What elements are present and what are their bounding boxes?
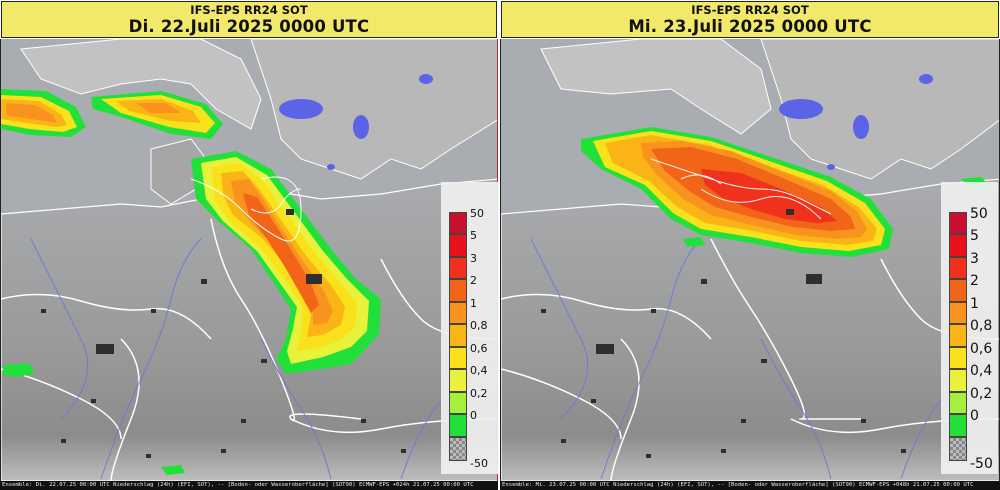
country-borders <box>501 238 999 481</box>
precip-sot-contours <box>581 127 991 257</box>
legend-swatch <box>949 369 967 392</box>
legend-swatch <box>449 414 467 437</box>
lakes <box>279 74 433 170</box>
legend-label: -50 <box>970 456 993 472</box>
legend-label: 2 <box>470 274 477 287</box>
legend-swatch <box>949 212 967 234</box>
coastlines <box>650 158 832 220</box>
legend-label: 3 <box>470 252 477 265</box>
legend-label: 0,6 <box>970 341 993 357</box>
valid-date: Di. 22.Juli 2025 0000 UTC <box>128 17 370 36</box>
coastlines <box>190 176 302 242</box>
sot-color-legend: 50 5 3 2 1 0,8 0,6 0,4 0,2 0 -50 <box>441 182 498 474</box>
legend-label: 3 <box>970 251 979 267</box>
panel-header: IFS-EPS RR24 SOT Di. 22.Juli 2025 0000 U… <box>1 1 497 38</box>
lakes <box>779 74 933 170</box>
map-footer-caption: Ensemble: Mi. 23.07.25 00:00 UTC Nieders… <box>500 481 1000 490</box>
legend-swatch <box>449 369 467 392</box>
map-footer-caption: Ensemble: Di. 22.07.25 00:00 UTC Nieders… <box>0 481 498 490</box>
legend-swatch <box>449 279 467 302</box>
legend-label: 5 <box>970 228 979 244</box>
legend-label: 0,4 <box>470 364 488 377</box>
product-title: IFS-EPS RR24 SOT <box>691 3 809 17</box>
valid-date: Mi. 23.Juli 2025 0000 UTC <box>628 17 872 36</box>
sot-color-legend: 50 5 3 2 1 0,8 0,6 0,4 0,2 0 -50 <box>941 182 998 474</box>
land-mainland <box>1 178 497 481</box>
land-sweden <box>250 39 497 180</box>
legend-swatch <box>449 437 467 461</box>
legend-label: 1 <box>470 297 477 310</box>
map-panel-right: IFS-EPS RR24 SOT Mi. 23.Juli 2025 0000 U… <box>500 0 1000 490</box>
legend-swatch <box>449 234 467 257</box>
legend-label: 0,2 <box>970 386 993 402</box>
legend-label: 2 <box>970 273 979 289</box>
legend-label: 0,8 <box>470 319 488 332</box>
legend-swatch <box>949 257 967 279</box>
legend-swatch <box>449 324 467 347</box>
forecast-map <box>0 39 498 481</box>
legend-swatch <box>949 392 967 414</box>
legend-swatch <box>449 302 467 324</box>
land-scandinavia <box>20 39 262 130</box>
map-panel-left: IFS-EPS RR24 SOT Di. 22.Juli 2025 0000 U… <box>0 0 498 490</box>
product-title: IFS-EPS RR24 SOT <box>190 3 308 17</box>
legend-swatch <box>449 392 467 414</box>
legend-label: 0 <box>470 409 477 422</box>
map-svg <box>501 39 999 481</box>
legend-label: 0,6 <box>470 342 488 355</box>
land-scandinavia <box>540 39 772 135</box>
legend-label: 50 <box>970 206 988 222</box>
city-markers <box>541 209 906 458</box>
legend-label: 0,4 <box>970 363 993 379</box>
legend-swatch <box>949 324 967 347</box>
legend-label: -50 <box>470 457 488 470</box>
legend-swatch <box>949 414 967 437</box>
legend-swatch <box>449 347 467 369</box>
panel-header: IFS-EPS RR24 SOT Mi. 23.Juli 2025 0000 U… <box>501 1 999 38</box>
legend-label: 0,2 <box>470 387 488 400</box>
map-svg <box>1 39 497 481</box>
legend-label: 0,8 <box>970 318 993 334</box>
city-markers <box>41 209 406 458</box>
legend-swatch <box>449 212 467 234</box>
legend-label: 1 <box>970 296 979 312</box>
legend-swatch <box>949 347 967 369</box>
land-sweden <box>760 39 999 180</box>
legend-swatch <box>949 234 967 257</box>
legend-label: 50 <box>470 207 484 220</box>
legend-swatch <box>949 302 967 324</box>
legend-swatch <box>949 437 967 461</box>
forecast-map <box>500 39 1000 481</box>
legend-label: 5 <box>470 229 477 242</box>
legend-label: 0 <box>970 408 979 424</box>
legend-swatch <box>949 279 967 302</box>
legend-swatch <box>449 257 467 279</box>
